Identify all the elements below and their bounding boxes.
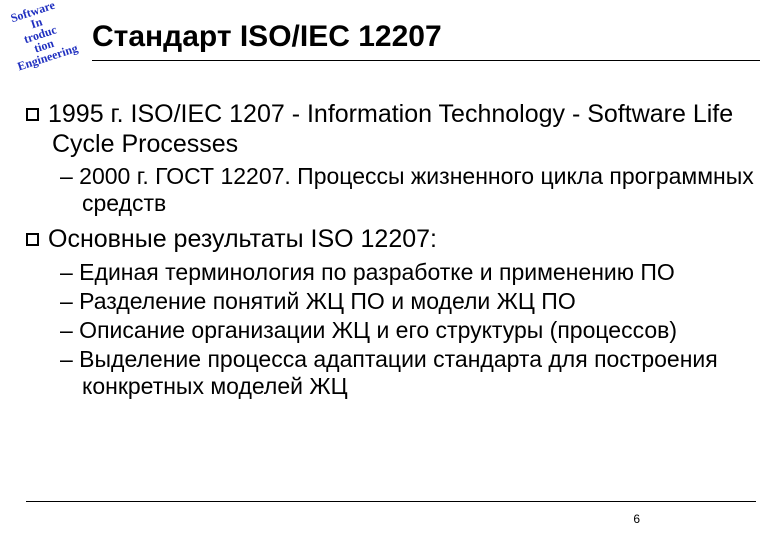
bullet-text: Основные результаты ISO 12207:: [48, 225, 437, 253]
square-bullet-icon: [26, 108, 39, 121]
bullet-l2: – 2000 г. ГОСТ 12207. Процессы жизненног…: [60, 163, 756, 217]
bullet-l2: – Выделение процесса адаптации стандарта…: [60, 346, 756, 400]
bullet-l1: 1995 г. ISO/IEC 1207 - Information Techn…: [26, 100, 756, 159]
page-title: Стандарт ISO/IEC 12207: [92, 20, 760, 54]
footer-rule: [26, 501, 756, 502]
bullet-l2: – Описание организации ЖЦ и его структур…: [60, 317, 756, 344]
logo: Software In troduc tion Engineering: [0, 0, 87, 85]
body: 1995 г. ISO/IEC 1207 - Information Techn…: [26, 92, 756, 402]
bullet-l2: – Разделение понятий ЖЦ ПО и модели ЖЦ П…: [60, 288, 756, 315]
bullet-l1: Основные результаты ISO 12207:: [26, 225, 756, 255]
bullet-l2: – Единая терминология по разработке и пр…: [60, 259, 756, 286]
slide: Software In troduc tion Engineering Стан…: [0, 0, 780, 540]
square-bullet-icon: [26, 233, 39, 246]
title-rule: [92, 60, 760, 61]
bullet-text: 1995 г. ISO/IEC 1207 - Information Techn…: [48, 100, 733, 158]
page-number: 6: [633, 512, 640, 526]
title-area: Стандарт ISO/IEC 12207: [92, 20, 760, 61]
